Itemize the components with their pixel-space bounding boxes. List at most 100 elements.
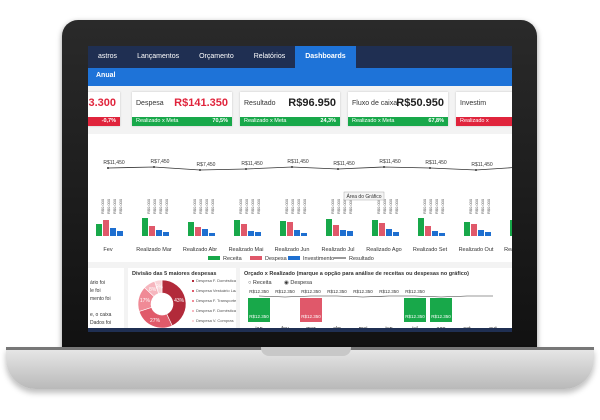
chart-bar <box>326 219 332 236</box>
chart-bar <box>347 231 353 236</box>
category-label: Realizado Set <box>413 247 448 253</box>
donut-legend-label: Despesa Vestuário Lazer <box>196 288 236 293</box>
tab-orcamento[interactable]: Orçamento <box>199 53 234 60</box>
bar-data-label: R$0.000 <box>244 198 249 214</box>
monthly-chart: R$0.000 R$0.000 R$0.000 R$0.000 Fev R$0.000 R$… <box>88 134 512 262</box>
bar-data-label: R$0.000 <box>164 198 169 214</box>
orcado-bar-label: R$12.350 <box>301 314 321 319</box>
bar-data-label: R$0.000 <box>302 198 307 214</box>
period-label[interactable]: Anual <box>96 72 116 79</box>
chart-bar <box>294 230 300 236</box>
chart-bar <box>202 229 208 236</box>
chart-bar <box>149 226 155 236</box>
orcado-line-label: R$12.350 <box>405 289 425 294</box>
chart-bar <box>418 218 424 236</box>
chart-tooltip <box>343 191 385 201</box>
orcado-bar <box>248 298 270 322</box>
chart-bar <box>96 224 102 236</box>
top-navigation: astros Lançamentos Orçamento Relatórios … <box>88 46 512 68</box>
chart-bar <box>280 221 286 236</box>
chart-bar <box>510 220 512 236</box>
bar-data-label: R$0.000 <box>152 198 157 214</box>
category-label: Fev <box>103 247 112 253</box>
tab-cadastros[interactable]: astros <box>98 53 118 60</box>
note-line: Dados foi <box>90 320 112 326</box>
line-point <box>199 169 201 171</box>
category-label: Realizado Nov <box>504 247 512 253</box>
chart-bar <box>379 223 385 236</box>
legend-label: Investimento <box>303 256 334 262</box>
orcado-bar <box>404 298 426 322</box>
kpi-progress-bar: -0,7% <box>88 117 120 126</box>
chart-bar <box>340 230 346 236</box>
bar-data-label: R$0.000 <box>388 198 393 214</box>
chart-bar <box>248 231 254 236</box>
legend-swatch <box>250 256 262 260</box>
donut-legend-swatch <box>192 290 194 292</box>
orcado-title: Orçado x Realizado (marque a opção para … <box>244 271 469 277</box>
kpi-bar-percent: 24,3% <box>320 118 336 124</box>
laptop-base-notch <box>261 347 351 356</box>
orcado-line-label: R$12.350 <box>249 289 269 294</box>
donut-legend-label: Despesa F. Domésticas <box>196 278 236 283</box>
tab-lancamentos[interactable]: Lançamentos <box>137 53 180 60</box>
kpi-bar-percent: 70,5% <box>212 118 228 124</box>
chart-bar <box>117 231 123 236</box>
kpi-bar-percent: -0,7% <box>101 118 116 124</box>
chart-bar <box>393 232 399 236</box>
bar-data-label: R$0.000 <box>100 198 105 214</box>
radio-despesa-circle[interactable]: ◉ <box>284 280 289 286</box>
orcado-bar <box>300 298 322 322</box>
legend-label: Despesa <box>265 256 288 262</box>
kpi-card: Despesa R$141.350 Realizado x Meta 70,5% <box>132 92 232 126</box>
chart-bar <box>432 231 438 236</box>
line-data-label: R$11,450 <box>287 159 309 165</box>
bar-data-label: R$0.000 <box>376 198 381 214</box>
bar-data-label: R$0.000 <box>428 198 433 214</box>
kpi-progress-bar: Realizado x <box>456 117 512 126</box>
laptop-base <box>6 347 594 389</box>
line-point <box>107 167 109 169</box>
radio-receita-circle[interactable]: ○ <box>248 280 252 286</box>
tab-relatorios[interactable]: Relatórios <box>253 53 286 60</box>
kpi-label: Investim <box>460 100 487 107</box>
kpi-progress-bar: Realizado x Meta 70,5% <box>132 117 232 126</box>
line-point <box>337 168 339 170</box>
legend-swatch <box>288 256 300 260</box>
line-data-label: R$11,450 <box>241 161 263 167</box>
donut-slice-label: 27% <box>150 318 161 324</box>
bar-data-label: R$0.000 <box>204 198 209 214</box>
radio-receita[interactable]: ○ Receita <box>248 280 272 286</box>
chart-bar <box>234 220 240 236</box>
taskbar <box>88 328 512 332</box>
orcado-bar-label: R$12.350 <box>431 314 451 319</box>
donut-panel: Divisão das 5 maiores despesas 43% 27% 17%… <box>128 268 236 332</box>
bar-data-label: R$0.000 <box>348 198 353 214</box>
category-label: Realizado Mar <box>136 247 172 253</box>
bar-data-label: R$0.000 <box>290 198 295 214</box>
kpi-bar-label: Realizado x Meta <box>352 118 395 124</box>
legend-label: Receita <box>223 256 243 262</box>
kpi-card: 3.300 -0,7% <box>88 92 120 126</box>
chart-bar <box>386 229 392 236</box>
note-line: ário foi <box>90 280 106 286</box>
donut-chart: 43% 27% 17% 8% 5% Despesa F. Domésticas Despes… <box>137 278 236 329</box>
bar-data-label: R$0.000 <box>250 198 255 214</box>
bar-data-label: R$0.000 <box>468 198 473 214</box>
bar-data-label: R$0.000 <box>336 198 341 214</box>
kpi-bar-label: Realizado x <box>460 118 489 124</box>
legend-label: Resultado <box>349 256 374 262</box>
chart-bar <box>464 222 470 236</box>
tab-dashboards[interactable]: Dashboards <box>295 46 356 68</box>
donut-slice-label: 17% <box>140 298 151 304</box>
donut-title: Divisão das 5 maiores despesas <box>132 271 217 277</box>
chart-bar <box>372 220 378 236</box>
bar-data-label: R$0.000 <box>394 198 399 214</box>
kpi-card: Investim Realizado x <box>456 92 512 126</box>
note-line: e, o caixa <box>90 312 112 318</box>
chart-bar <box>188 222 194 236</box>
chart-bar <box>287 222 293 236</box>
radio-despesa[interactable]: ◉ Despesa <box>284 280 312 286</box>
bar-data-label: R$0.000 <box>210 198 215 214</box>
chart-bar <box>103 220 109 236</box>
